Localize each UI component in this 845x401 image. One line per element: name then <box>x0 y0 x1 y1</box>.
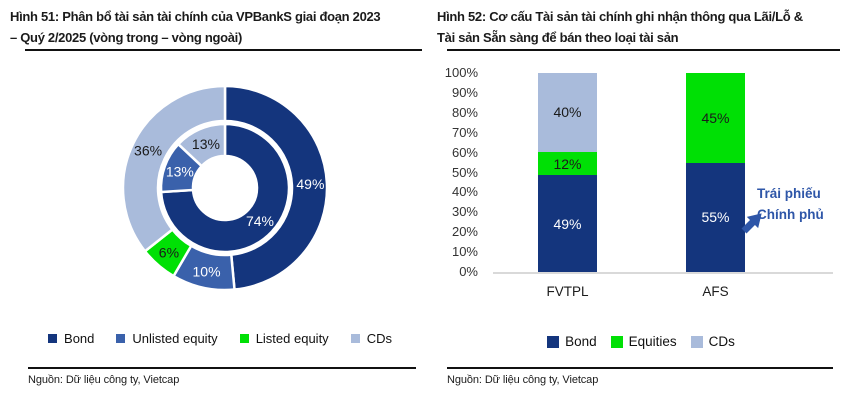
annotation-line1: Trái phiếu <box>757 186 821 201</box>
donut-segment-label: 36% <box>134 143 162 159</box>
figure-52-title-rule <box>447 49 840 51</box>
annotation-trai-phieu-chinh-phu: Trái phiếu Chính phủ <box>757 183 842 225</box>
stacked-bar-chart: 0% 10% 20% 30% 40% 50% 60% 70% 80% 90% 100% 49% 12% 4… <box>437 60 845 300</box>
donut-segment-label: 74% <box>246 213 274 229</box>
bar-segment-fvtpl-cds <box>538 73 597 152</box>
figure-52-title-line1: Hình 52: Cơ cấu Tài sản tài chính ghi nh… <box>437 9 803 24</box>
figure-51-title: Hình 51: Phân bổ tài sản tài chính của V… <box>10 6 381 48</box>
figure-52-title: Hình 52: Cơ cấu Tài sản tài chính ghi nh… <box>437 6 803 48</box>
x-axis-line <box>493 272 833 274</box>
bar-segment-label: 40% <box>553 104 582 121</box>
donut-segment-label: 13% <box>166 164 194 180</box>
y-axis-tick-label: 10% <box>451 244 478 260</box>
y-axis-tick-label: 90% <box>451 84 478 100</box>
legend-swatch <box>547 335 560 348</box>
figure-51-legend-item-bond: Bond <box>48 331 94 346</box>
legend-label: CDs <box>366 331 392 346</box>
donut-segment-label: 6% <box>159 244 179 260</box>
bar-segment-afs-equities <box>686 73 745 163</box>
legend-swatch <box>350 334 360 343</box>
figure-51-title-rule <box>25 49 422 51</box>
y-axis-tick-label: 30% <box>451 204 478 220</box>
donut-segment-label: 10% <box>193 263 221 279</box>
x-axis-category-fvtpl: FVTPL <box>546 284 589 299</box>
bar-segment-afs-bond <box>686 162 745 272</box>
figure-51-legend-item-unlisted-equity: Unlisted equity <box>116 331 218 346</box>
legend-swatch <box>690 335 703 348</box>
x-axis-category-afs: AFS <box>702 284 729 299</box>
legend-swatch <box>116 334 126 343</box>
legend-swatch <box>239 334 249 343</box>
donut-segment-label: 13% <box>192 136 220 152</box>
legend-label: Equities <box>628 334 677 349</box>
figure-52-source-rule <box>447 367 833 369</box>
legend-label: Bond <box>565 334 597 349</box>
legend-label: CDs <box>708 334 735 349</box>
legend-label: Bond <box>64 331 95 346</box>
y-axis-tick-label: 80% <box>451 104 478 120</box>
figure-52-legend-item-equities: Equities <box>610 334 677 349</box>
y-axis-tick-label: 20% <box>451 224 478 240</box>
figure-52-source: Nguồn: Dữ liệu công ty, Vietcap <box>447 374 599 386</box>
figure-51-legend-item-cds: CDs <box>350 331 392 346</box>
bar-segment-label: 49% <box>553 215 582 232</box>
annotation-line2: Chính phủ <box>757 207 824 222</box>
figure-51-source-rule <box>28 367 416 369</box>
figure-52-legend: Bond Equities CDs <box>437 334 845 349</box>
figure-51-title-line2: – Quý 2/2025 (vòng trong – vòng ngoài) <box>10 30 243 45</box>
bar-segment-fvtpl-bond <box>538 175 597 272</box>
y-axis-tick-label: 40% <box>451 184 478 200</box>
donut-segment-inner-cds <box>176 122 227 168</box>
legend-swatch <box>610 335 623 348</box>
figure-52-title-line2: Tài sản Sẵn sàng để bán theo loại tài sả… <box>437 30 679 45</box>
y-axis-tick-label: 0% <box>459 264 478 279</box>
figure-51-legend-item-listed-equity: Listed equity <box>239 331 329 346</box>
figure-51-title-line1: Hình 51: Phân bổ tài sản tài chính của V… <box>10 9 381 24</box>
legend-label: Listed equity <box>255 331 329 346</box>
bar-segment-fvtpl-equities <box>538 151 597 176</box>
y-axis-tick-label: 100% <box>444 65 478 80</box>
y-axis-tick-label: 60% <box>451 144 478 160</box>
figure-51-legend: Bond Unlisted equity Listed equity CDs <box>10 331 430 346</box>
legend-label: Unlisted equity <box>132 331 218 346</box>
y-axis-tick-label: 50% <box>451 164 478 180</box>
figure-52-legend-item-bond: Bond <box>547 334 597 349</box>
nested-donut-chart: 74% 13% 13% 49% 10% 6% 36% <box>121 84 329 292</box>
legend-swatch <box>48 334 58 343</box>
figure-52-legend-item-cds: CDs <box>690 334 735 349</box>
donut-segment-outer-bond <box>223 84 329 291</box>
donut-segment-label: 49% <box>296 176 324 192</box>
donut-segment-outer-cds <box>121 84 227 253</box>
donut-segment-inner-bond <box>159 122 291 254</box>
annotation-arrow-icon <box>741 213 762 234</box>
bar-segment-label: 12% <box>553 155 582 172</box>
figure-51-source: Nguồn: Dữ liệu công ty, Vietcap <box>28 374 180 386</box>
bar-segment-label: 55% <box>701 209 730 226</box>
bar-segment-label: 45% <box>701 109 730 126</box>
y-axis-tick-label: 70% <box>451 124 478 140</box>
